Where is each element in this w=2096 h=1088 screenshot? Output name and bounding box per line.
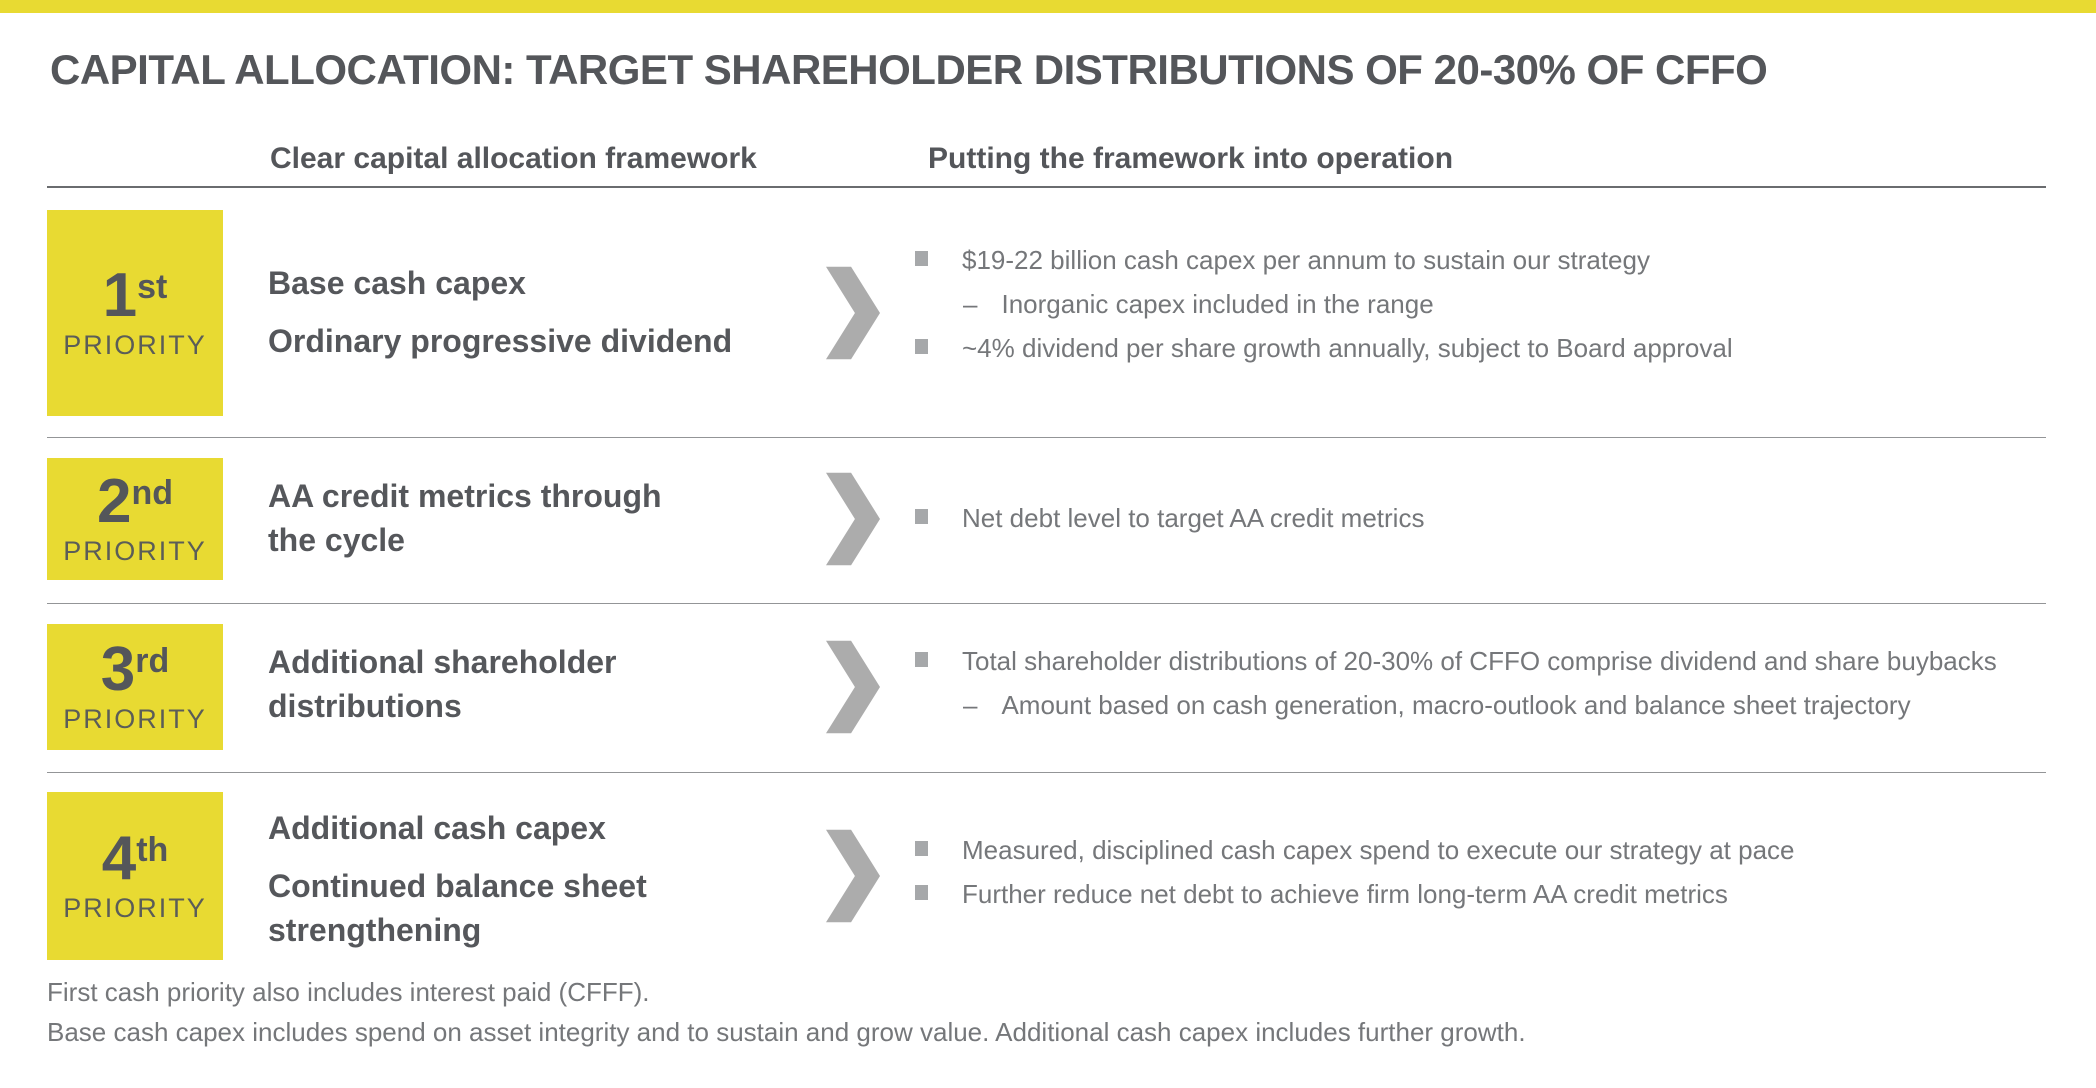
framework-text-2: AA credit metrics through the cycle bbox=[268, 474, 698, 576]
operation-bullets-3: Total shareholder distributions of 20-30… bbox=[915, 639, 2075, 727]
priority-rank: 1st bbox=[102, 261, 168, 330]
dash-marker: – bbox=[963, 690, 978, 720]
priority-label: PRIORITY bbox=[63, 704, 207, 734]
bullet-item: $19-22 billion cash capex per annum to s… bbox=[915, 238, 2075, 282]
framework-line: Continued balance sheet strengthening bbox=[268, 868, 647, 948]
chevron-right-icon bbox=[826, 829, 880, 923]
chevron-right-icon bbox=[826, 266, 880, 360]
framework-line: Ordinary progressive dividend bbox=[268, 323, 733, 359]
framework-line: Base cash capex bbox=[268, 265, 526, 301]
column-header-framework: Clear capital allocation framework bbox=[270, 142, 757, 175]
priority-badge-4: 4th PRIORITY bbox=[47, 792, 223, 960]
priority-label: PRIORITY bbox=[63, 536, 207, 566]
priority-rank: 2nd bbox=[96, 467, 174, 536]
framework-text-1: Base cash capex Ordinary progressive div… bbox=[268, 261, 768, 377]
priority-label: PRIORITY bbox=[63, 893, 207, 923]
sub-bullet-item: – Inorganic capex included in the range bbox=[963, 282, 2075, 326]
row-divider bbox=[47, 772, 2046, 773]
brand-top-bar bbox=[0, 0, 2096, 13]
footnote-line-2: Base cash capex includes spend on asset … bbox=[47, 1017, 1526, 1047]
chevron-right-icon bbox=[826, 640, 880, 734]
bullet-square-icon bbox=[915, 885, 928, 900]
priority-label: PRIORITY bbox=[63, 330, 207, 360]
bullet-item: Net debt level to target AA credit metri… bbox=[915, 496, 2075, 540]
operation-bullets-2: Net debt level to target AA credit metri… bbox=[915, 496, 2075, 540]
sub-bullet-item: – Amount based on cash generation, macro… bbox=[963, 683, 2075, 727]
dash-marker: – bbox=[963, 289, 978, 319]
bullet-square-icon bbox=[915, 251, 928, 266]
framework-text-4: Additional cash capex Continued balance … bbox=[268, 806, 698, 966]
framework-text-3: Additional shareholder distributions bbox=[268, 640, 668, 742]
priority-badge-3: 3rd PRIORITY bbox=[47, 624, 223, 750]
bullet-square-icon bbox=[915, 339, 928, 354]
bullet-item: Measured, disciplined cash capex spend t… bbox=[915, 828, 2075, 872]
column-header-operation: Putting the framework into operation bbox=[928, 142, 1454, 175]
chevron-right-icon bbox=[826, 472, 880, 566]
priority-rank: 4th bbox=[101, 824, 169, 893]
bullet-square-icon bbox=[915, 509, 928, 524]
row-divider bbox=[47, 437, 2046, 438]
operation-bullets-4: Measured, disciplined cash capex spend t… bbox=[915, 828, 2075, 916]
priority-badge-1: 1st PRIORITY bbox=[47, 210, 223, 416]
framework-line: Additional cash capex bbox=[268, 810, 606, 846]
operation-bullets-1: $19-22 billion cash capex per annum to s… bbox=[915, 238, 2075, 370]
framework-line: Additional shareholder distributions bbox=[268, 644, 617, 724]
page-title: CAPITAL ALLOCATION: TARGET SHAREHOLDER D… bbox=[50, 46, 1768, 93]
header-divider bbox=[47, 186, 2046, 188]
priority-badge-2: 2nd PRIORITY bbox=[47, 458, 223, 580]
row-divider bbox=[47, 603, 2046, 604]
bullet-square-icon bbox=[915, 652, 928, 667]
bullet-item: ~4% dividend per share growth annually, … bbox=[915, 326, 2075, 370]
priority-rank: 3rd bbox=[100, 635, 170, 704]
bullet-item: Further reduce net debt to achieve firm … bbox=[915, 872, 2075, 916]
bullet-square-icon bbox=[915, 841, 928, 856]
footnote-line-1: First cash priority also includes intere… bbox=[47, 977, 650, 1007]
framework-line: AA credit metrics through the cycle bbox=[268, 478, 662, 558]
bullet-item: Total shareholder distributions of 20-30… bbox=[915, 639, 2075, 683]
